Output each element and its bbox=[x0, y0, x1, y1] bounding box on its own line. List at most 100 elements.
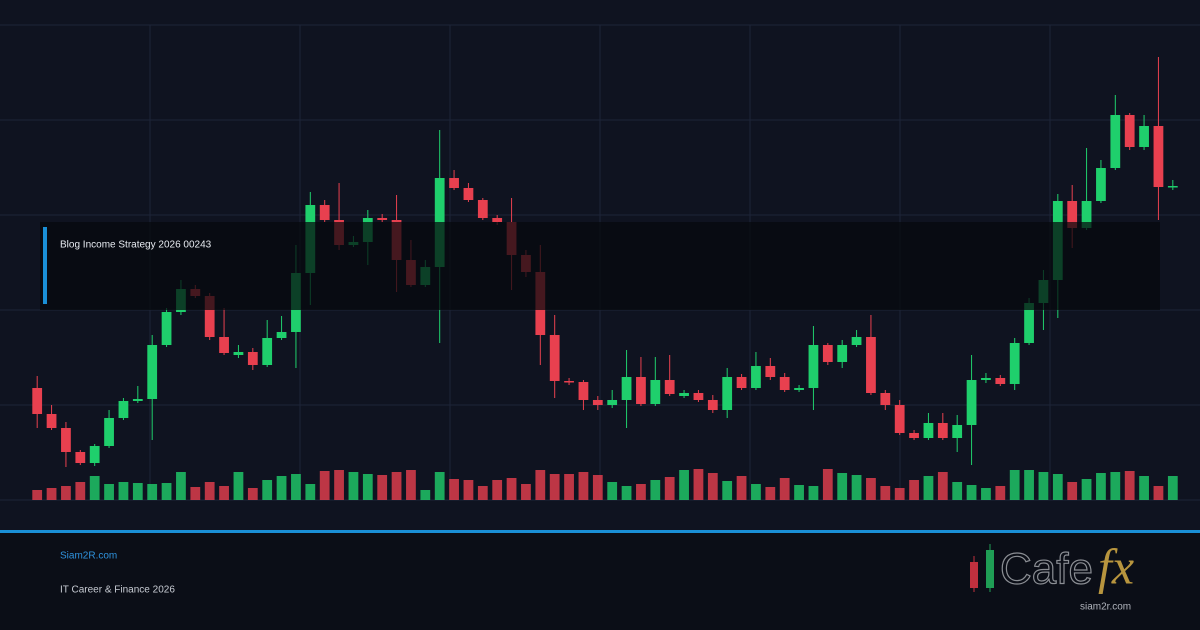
candle-body bbox=[592, 400, 603, 405]
volume-bar bbox=[1153, 486, 1164, 500]
candle-body bbox=[1139, 126, 1149, 147]
volume-bar bbox=[420, 490, 431, 500]
volume-bar bbox=[104, 484, 114, 500]
volume-bar bbox=[477, 486, 488, 500]
candle-body bbox=[909, 433, 919, 438]
volume-bar bbox=[995, 486, 1006, 500]
volume-bar bbox=[636, 484, 646, 500]
candle-body bbox=[1067, 201, 1078, 228]
candle-body bbox=[46, 414, 57, 428]
volume-bar bbox=[765, 487, 776, 500]
candle-body bbox=[549, 335, 560, 381]
candle-body bbox=[247, 352, 258, 365]
volume-bar bbox=[391, 472, 402, 500]
volume-bar bbox=[564, 474, 574, 500]
candle-body bbox=[1110, 115, 1121, 168]
candle-body bbox=[995, 378, 1006, 384]
candle-body bbox=[937, 423, 948, 438]
candle-body bbox=[794, 388, 804, 390]
volume-bar bbox=[406, 470, 416, 500]
volume-bar bbox=[1096, 473, 1106, 500]
volume-bar bbox=[808, 486, 819, 500]
volume-bar bbox=[1038, 472, 1049, 500]
candle-body bbox=[636, 377, 646, 404]
volume-bar bbox=[1167, 476, 1178, 500]
logo-url: siam2r.com bbox=[1080, 602, 1131, 613]
volume-bar bbox=[621, 486, 632, 500]
volume-bar bbox=[118, 482, 129, 500]
volume-bar bbox=[937, 472, 948, 500]
candle-body bbox=[118, 401, 129, 418]
candle-body bbox=[319, 205, 330, 220]
volume-bar bbox=[176, 472, 186, 500]
candle-body bbox=[866, 337, 876, 393]
candle-body bbox=[463, 188, 474, 200]
volume-bar bbox=[707, 473, 718, 500]
tagline: IT Career & Finance 2026 bbox=[60, 585, 175, 596]
volume-bar bbox=[1110, 472, 1121, 500]
volume-bar bbox=[305, 484, 316, 500]
headline-panel bbox=[40, 222, 1160, 310]
volume-bar bbox=[233, 472, 244, 500]
candle-body bbox=[1167, 186, 1178, 188]
candle-body bbox=[650, 380, 661, 404]
volume-bar bbox=[190, 487, 201, 500]
volume-bar bbox=[693, 469, 704, 500]
volume-bar bbox=[75, 482, 86, 500]
volume-bar bbox=[794, 485, 804, 500]
candle-body bbox=[104, 418, 114, 446]
candle-body bbox=[276, 332, 287, 338]
volume-bar bbox=[851, 475, 862, 500]
candle-body bbox=[722, 377, 733, 410]
candle-body bbox=[32, 388, 43, 414]
volume-bar bbox=[334, 470, 344, 500]
volume-bar bbox=[362, 474, 373, 500]
accent-bar bbox=[43, 227, 47, 304]
volume-bar bbox=[1124, 471, 1135, 500]
volume-bar bbox=[434, 472, 445, 500]
candle-body bbox=[61, 428, 71, 452]
volume-bar bbox=[204, 482, 215, 500]
volume-bar bbox=[492, 480, 503, 500]
site-name: Siam2R.com bbox=[60, 551, 117, 562]
candle-body bbox=[377, 218, 388, 220]
volume-bar bbox=[219, 486, 229, 500]
candle-body bbox=[981, 378, 991, 380]
footer bbox=[0, 533, 1200, 630]
volume-bar bbox=[751, 484, 761, 500]
candle-body bbox=[161, 312, 172, 345]
candle-body bbox=[132, 399, 143, 401]
candle-body bbox=[851, 337, 862, 345]
volume-bar bbox=[578, 472, 589, 500]
volume-bar bbox=[837, 473, 848, 500]
volume-bar bbox=[1139, 476, 1149, 500]
candle-body bbox=[607, 400, 618, 405]
candle-body bbox=[578, 382, 589, 400]
volume-bar bbox=[132, 483, 143, 500]
candle-body bbox=[492, 218, 503, 222]
volume-bar bbox=[549, 474, 560, 500]
volume-bar bbox=[161, 483, 172, 500]
volume-bar bbox=[1081, 479, 1092, 500]
candle-body bbox=[621, 377, 632, 400]
logo-icon bbox=[970, 562, 978, 588]
candle-body bbox=[837, 345, 848, 362]
logo-mark: fx bbox=[1098, 538, 1134, 594]
volume-bar bbox=[952, 482, 963, 500]
volume-bar bbox=[981, 488, 991, 500]
volume-bar bbox=[449, 479, 459, 500]
candle-body bbox=[233, 352, 244, 355]
volume-bar bbox=[607, 482, 618, 500]
volume-bar bbox=[32, 490, 43, 500]
candle-body bbox=[262, 338, 273, 365]
volume-bar bbox=[535, 470, 546, 500]
volume-bar bbox=[1009, 470, 1020, 500]
volume-bar bbox=[89, 476, 100, 500]
candle-body bbox=[664, 380, 675, 394]
candle-body bbox=[1081, 201, 1092, 228]
volume-bar bbox=[966, 485, 977, 500]
volume-bar bbox=[276, 476, 287, 500]
volume-bar bbox=[377, 475, 388, 500]
candle-body bbox=[449, 178, 459, 188]
volume-bar bbox=[291, 474, 301, 500]
